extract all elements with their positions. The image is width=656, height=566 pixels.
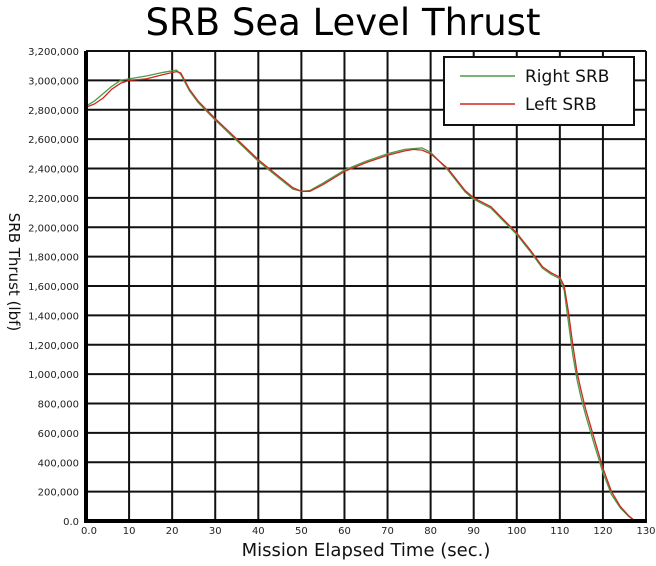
legend-label-right-srb: Right SRB [525, 67, 609, 87]
y-tick-label: 200,000 [38, 488, 79, 499]
y-axis-ticks: 0.0 200,000 400,000 600,000 800,000 1,000,000… [28, 47, 79, 528]
y-tick-label: 1,200,000 [28, 341, 79, 352]
legend: Right SRB Left SRB [443, 56, 635, 126]
y-tick-label: 1,800,000 [28, 253, 79, 264]
data-series [85, 69, 636, 522]
series-line-right-srb [85, 69, 636, 522]
y-tick-label: 800,000 [38, 400, 79, 411]
legend-label-left-srb: Left SRB [525, 95, 597, 115]
y-tick-label: 2,800,000 [28, 106, 79, 117]
y-tick-label: 1,400,000 [28, 311, 79, 322]
y-tick-label: 3,200,000 [28, 47, 79, 58]
x-tick-label: 0.0 [81, 526, 97, 537]
y-tick-label: 0.0 [63, 517, 79, 528]
x-tick-label: 60 [338, 526, 351, 537]
y-tick-label: 1,000,000 [28, 370, 79, 381]
chart-title: SRB Sea Level Thrust [145, 1, 541, 44]
x-tick-label: 90 [467, 526, 480, 537]
x-tick-label: 100 [507, 526, 526, 537]
y-tick-label: 2,000,000 [28, 223, 79, 234]
x-tick-label: 10 [123, 526, 136, 537]
series-line-left-srb [85, 70, 636, 522]
y-tick-label: 2,400,000 [28, 165, 79, 176]
x-tick-label: 110 [550, 526, 569, 537]
y-tick-label: 2,600,000 [28, 135, 79, 146]
axes [84, 51, 647, 523]
x-tick-label: 50 [295, 526, 308, 537]
x-tick-label: 120 [593, 526, 612, 537]
x-tick-label: 20 [166, 526, 179, 537]
y-tick-label: 1,600,000 [28, 282, 79, 293]
x-tick-label: 30 [209, 526, 222, 537]
x-tick-label: 40 [252, 526, 265, 537]
legend-box [443, 56, 635, 126]
y-tick-label: 3,000,000 [28, 76, 79, 87]
x-axis-label: Mission Elapsed Time (sec.) [241, 540, 491, 561]
y-tick-label: 2,200,000 [28, 194, 79, 205]
y-tick-label: 400,000 [38, 458, 79, 469]
x-tick-label: 70 [381, 526, 394, 537]
x-tick-label: 130 [636, 526, 655, 537]
x-tick-label: 80 [424, 526, 437, 537]
x-axis-ticks: 0.0 10 20 30 40 50 60 70 80 90 100 110 120 130 [81, 526, 656, 537]
y-tick-label: 600,000 [38, 429, 79, 440]
